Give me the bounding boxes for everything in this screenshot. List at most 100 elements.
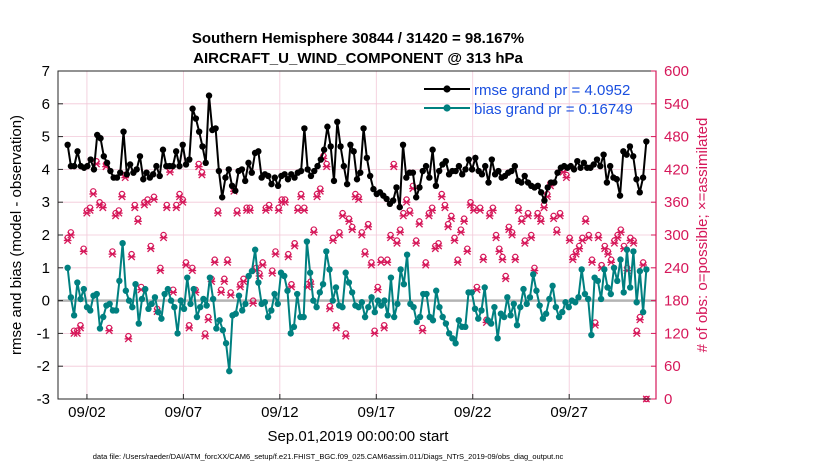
y-right-tick-label: 540 (664, 96, 689, 113)
bias-point (313, 303, 320, 311)
bias-point (80, 285, 88, 293)
rmse-point (422, 162, 430, 170)
bias-point (209, 295, 217, 303)
rmse-point (195, 128, 203, 135)
bias-point (300, 313, 307, 321)
obs-assimilated-point (556, 212, 564, 220)
y-tick-label: 4 (42, 161, 50, 178)
bias-point (387, 274, 395, 281)
rmse-point (156, 172, 163, 180)
y-tick-label: -3 (37, 391, 50, 408)
bias-point (374, 297, 382, 304)
rmse-point (412, 194, 420, 201)
rmse-point (189, 105, 196, 112)
rmse-point (633, 176, 640, 183)
obs-assimilated-point (63, 236, 72, 245)
bias-point (400, 281, 408, 288)
y-tick-label: 3 (42, 194, 50, 211)
obs-assimilated-point (198, 171, 206, 179)
bias-point (142, 285, 149, 293)
bias-point (255, 279, 262, 286)
obs-assimilated-point (562, 173, 571, 182)
rmse-point (643, 138, 650, 145)
bias-point (361, 313, 369, 321)
bias-point (74, 279, 81, 286)
rmse-point (97, 135, 104, 142)
rmse-point (225, 166, 232, 173)
bias-point (284, 287, 291, 294)
obs-assimilated-point (284, 253, 293, 261)
obs-assimilated-point (236, 283, 245, 291)
obs-series (63, 152, 651, 403)
rmse-point (186, 156, 193, 163)
obs-assimilated-point (533, 212, 542, 220)
bias-point (378, 302, 385, 309)
bias-point (232, 310, 239, 317)
obs-assimilated-point (159, 234, 168, 242)
rmse-point (304, 166, 311, 173)
rmse-point (90, 166, 98, 173)
bias-point (633, 299, 640, 306)
rmse-point (274, 182, 282, 189)
x-tick-label: 09/12 (261, 404, 299, 421)
rmse-point (113, 174, 121, 181)
y-axis-right-label: # of obs: o=possible; ×=assimilated (694, 118, 711, 353)
rmse-point (242, 177, 249, 185)
obs-assimilated-point (508, 231, 516, 239)
bias-point (70, 312, 78, 319)
bias-point (542, 310, 550, 317)
obs-assimilated-point (325, 305, 334, 313)
obs-assimilated-point (341, 332, 350, 340)
bias-point (332, 284, 340, 291)
obs-assimilated-point (460, 217, 468, 225)
rmse-point (107, 167, 114, 175)
bias-point (64, 264, 71, 271)
obs-assimilated-point (524, 212, 532, 220)
bias-point (575, 294, 582, 301)
y-right-tick-label: 600 (664, 63, 689, 80)
rmse-point (179, 141, 186, 148)
obs-assimilated-point (188, 266, 197, 275)
obs-assimilated-point (415, 220, 424, 228)
rmse-point (222, 174, 229, 181)
bias-point (161, 290, 168, 298)
bias-point (620, 289, 627, 296)
bias-point (520, 285, 527, 293)
bias-point (365, 303, 372, 311)
obs-assimilated-point (479, 255, 488, 264)
bias-point (264, 313, 272, 321)
obs-assimilated-point (568, 255, 577, 264)
rmse-point (317, 156, 325, 163)
bias-point (614, 277, 621, 285)
bias-point (403, 251, 411, 258)
obs-assimilated-point (418, 327, 427, 335)
obs-assimilated-point (489, 206, 497, 215)
bias-point (449, 335, 456, 342)
bias-point (345, 279, 353, 286)
rmse-point (172, 148, 180, 155)
bias-point (468, 289, 475, 296)
obs-assimilated-point (258, 261, 267, 269)
footnote: data file: /Users/raeder/DAI/ATM_forcXX/… (93, 452, 564, 461)
bias-point (604, 284, 611, 291)
y-tick-label: 0 (42, 293, 50, 310)
obs-assimilated-point (332, 324, 341, 332)
bias-point (100, 313, 107, 321)
rmse-point (455, 162, 463, 170)
rmse-point (541, 197, 548, 204)
bias-point (423, 290, 430, 298)
rmse-point (574, 158, 581, 165)
obs-assimilated-point (223, 258, 232, 266)
rmse-point (343, 180, 351, 188)
bias-point (500, 313, 508, 321)
obs-assimilated-point (501, 275, 510, 283)
rmse-point (123, 171, 131, 178)
y-right-tick-label: 300 (664, 227, 689, 244)
rmse-point (600, 151, 607, 158)
rmse-point (389, 197, 397, 204)
legend-rmse-label: rmse grand pr = 4.0952 (474, 82, 630, 99)
obs-assimilated-point (124, 335, 133, 343)
obs-assimilated-point (204, 316, 213, 324)
rmse-point (169, 162, 177, 170)
obs-assimilated-point (233, 209, 241, 217)
